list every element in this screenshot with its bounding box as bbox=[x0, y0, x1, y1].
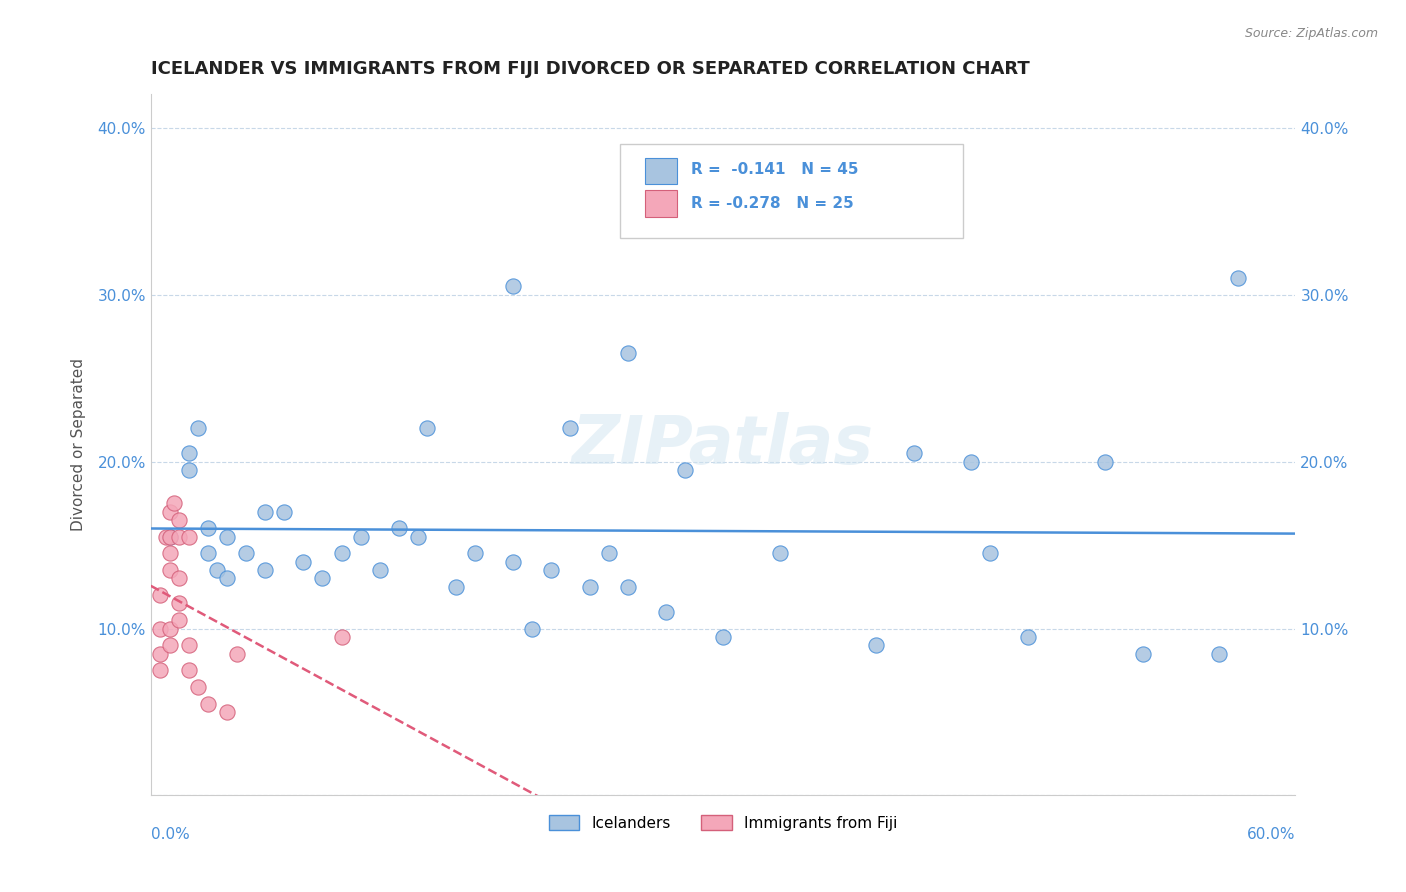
Point bbox=[197, 697, 219, 711]
Point bbox=[540, 563, 562, 577]
Point bbox=[311, 571, 333, 585]
Point bbox=[215, 530, 238, 544]
Text: Source: ZipAtlas.com: Source: ZipAtlas.com bbox=[1244, 27, 1378, 40]
Point bbox=[464, 546, 486, 560]
Point bbox=[177, 638, 200, 652]
Point bbox=[769, 546, 792, 560]
Point bbox=[215, 571, 238, 585]
Point bbox=[598, 546, 620, 560]
Point bbox=[960, 455, 983, 469]
Point bbox=[330, 546, 353, 560]
Point bbox=[578, 580, 600, 594]
Point bbox=[159, 546, 181, 560]
Point bbox=[159, 530, 181, 544]
Point bbox=[197, 546, 219, 560]
Text: R = -0.278   N = 25: R = -0.278 N = 25 bbox=[690, 195, 853, 211]
Point bbox=[502, 279, 524, 293]
Point bbox=[177, 663, 200, 677]
Bar bbox=[645, 191, 678, 217]
Point bbox=[177, 463, 200, 477]
Point bbox=[149, 588, 172, 602]
Text: 60.0%: 60.0% bbox=[1247, 827, 1295, 842]
Point bbox=[865, 638, 887, 652]
Point bbox=[177, 446, 200, 460]
Point bbox=[616, 580, 638, 594]
Point bbox=[162, 496, 184, 510]
Point bbox=[149, 663, 172, 677]
Point bbox=[1227, 271, 1250, 285]
Point bbox=[368, 563, 391, 577]
Point bbox=[149, 647, 172, 661]
Y-axis label: Divorced or Separated: Divorced or Separated bbox=[72, 359, 86, 532]
Text: ICELANDER VS IMMIGRANTS FROM FIJI DIVORCED OR SEPARATED CORRELATION CHART: ICELANDER VS IMMIGRANTS FROM FIJI DIVORC… bbox=[150, 60, 1029, 78]
Point bbox=[254, 505, 277, 519]
Point bbox=[207, 563, 229, 577]
Legend: Icelanders, Immigrants from Fiji: Icelanders, Immigrants from Fiji bbox=[543, 809, 904, 837]
Point bbox=[187, 680, 209, 694]
Point bbox=[159, 563, 181, 577]
Point bbox=[159, 638, 181, 652]
Point bbox=[560, 421, 582, 435]
Point bbox=[711, 630, 734, 644]
Point bbox=[979, 546, 1001, 560]
Point bbox=[522, 622, 544, 636]
Point bbox=[169, 597, 191, 611]
Point bbox=[155, 530, 177, 544]
Point bbox=[169, 530, 191, 544]
Point bbox=[444, 580, 467, 594]
Point bbox=[903, 446, 925, 460]
Text: 0.0%: 0.0% bbox=[150, 827, 190, 842]
Point bbox=[406, 530, 429, 544]
Point bbox=[177, 530, 200, 544]
Point bbox=[235, 546, 257, 560]
Point bbox=[292, 555, 315, 569]
Point bbox=[1132, 647, 1154, 661]
Point bbox=[1094, 455, 1116, 469]
Point bbox=[616, 346, 638, 360]
Point bbox=[159, 530, 181, 544]
Point bbox=[1208, 647, 1230, 661]
Point bbox=[159, 505, 181, 519]
Point bbox=[169, 513, 191, 527]
Bar bbox=[645, 158, 678, 184]
Point bbox=[673, 463, 696, 477]
Point bbox=[388, 521, 411, 535]
Point bbox=[502, 555, 524, 569]
Point bbox=[330, 630, 353, 644]
Point bbox=[169, 613, 191, 627]
Point bbox=[225, 647, 247, 661]
Point bbox=[187, 421, 209, 435]
Point bbox=[254, 563, 277, 577]
Point bbox=[416, 421, 439, 435]
Point bbox=[215, 705, 238, 719]
Point bbox=[149, 622, 172, 636]
Point bbox=[655, 605, 678, 619]
FancyBboxPatch shape bbox=[620, 144, 963, 238]
Text: R =  -0.141   N = 45: R = -0.141 N = 45 bbox=[690, 162, 859, 177]
Point bbox=[197, 521, 219, 535]
Point bbox=[349, 530, 371, 544]
Text: ZIPatlas: ZIPatlas bbox=[572, 412, 875, 478]
Point bbox=[273, 505, 295, 519]
Point bbox=[1017, 630, 1039, 644]
Point bbox=[159, 622, 181, 636]
Point bbox=[169, 571, 191, 585]
